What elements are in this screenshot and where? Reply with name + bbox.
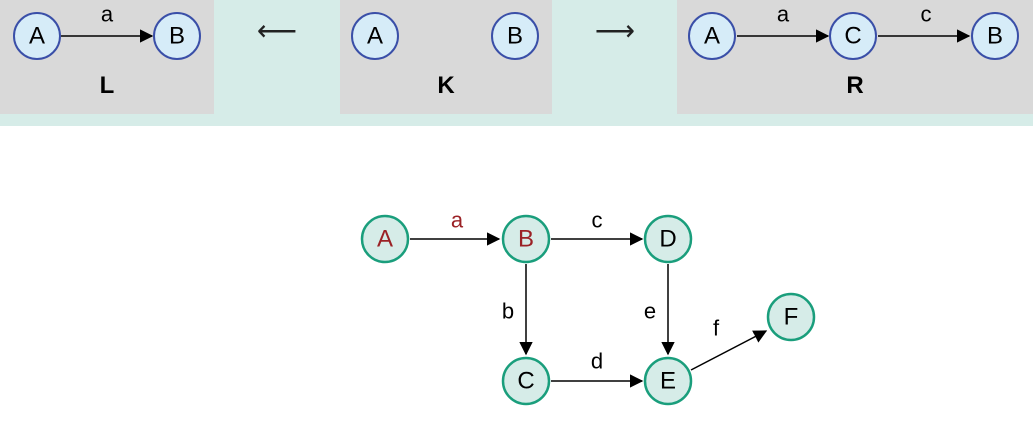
rule-right-edge-a-label: a [777, 2, 790, 27]
host-node-b-label: B [518, 226, 534, 253]
rule-right-label: R [846, 72, 864, 99]
rule-left-node-a-label: A [29, 23, 45, 50]
rule-left-node-a[interactable] [13, 12, 61, 60]
rule-interface-node-b-label: B [507, 23, 523, 50]
host-node-c-label: C [517, 368, 534, 395]
rule-right-graph: a c A C B [688, 2, 1019, 60]
rule-right-node-c-label: C [844, 23, 861, 50]
rule-interface-node-a-label: A [367, 23, 383, 50]
host-edge-f-label: f [713, 316, 720, 341]
host-node-f[interactable] [766, 292, 816, 342]
left-morphism-symbol: ⟵ [256, 15, 298, 46]
rule-left-node-b[interactable] [153, 12, 201, 60]
right-morphism-symbol: ⟶ [594, 15, 636, 46]
rule-left-node-b-label: B [169, 23, 185, 50]
rule-right-edge-c-label: c [921, 2, 932, 27]
host-node-f-label: F [784, 304, 799, 331]
rule-right-node-b-label: B [987, 23, 1003, 50]
host-edge-e-label: e [644, 299, 656, 324]
host-edge-d-label: d [591, 349, 603, 374]
rule-right-node-c[interactable] [829, 12, 877, 60]
rule-right-node-a-label: A [704, 23, 720, 50]
host-node-a-label: A [377, 226, 393, 253]
rule-left-graph: a A B [13, 2, 201, 60]
host-node-a[interactable] [360, 214, 410, 264]
rule-interface-node-a[interactable] [351, 12, 399, 60]
host-node-e[interactable] [643, 356, 693, 406]
host-node-c[interactable] [501, 356, 551, 406]
host-graph: a c b e d f A B D C E F [360, 208, 816, 406]
rule-interface-graph: A B [351, 12, 539, 60]
rule-interface-label: K [437, 72, 455, 99]
host-edge-f [690, 330, 768, 371]
host-edge-b-label: b [502, 299, 514, 324]
host-node-d[interactable] [643, 214, 693, 264]
host-node-b[interactable] [501, 214, 551, 264]
rule-interface-node-b[interactable] [491, 12, 539, 60]
rule-right-node-a[interactable] [688, 12, 736, 60]
host-node-e-label: E [660, 368, 676, 395]
rule-right-node-b[interactable] [971, 12, 1019, 60]
host-node-d-label: D [659, 226, 676, 253]
rule-left-label: L [99, 72, 115, 99]
host-edge-a-label: a [451, 208, 464, 233]
rule-left-edge-a-label: a [101, 2, 114, 27]
host-edge-c-label: c [592, 208, 603, 233]
